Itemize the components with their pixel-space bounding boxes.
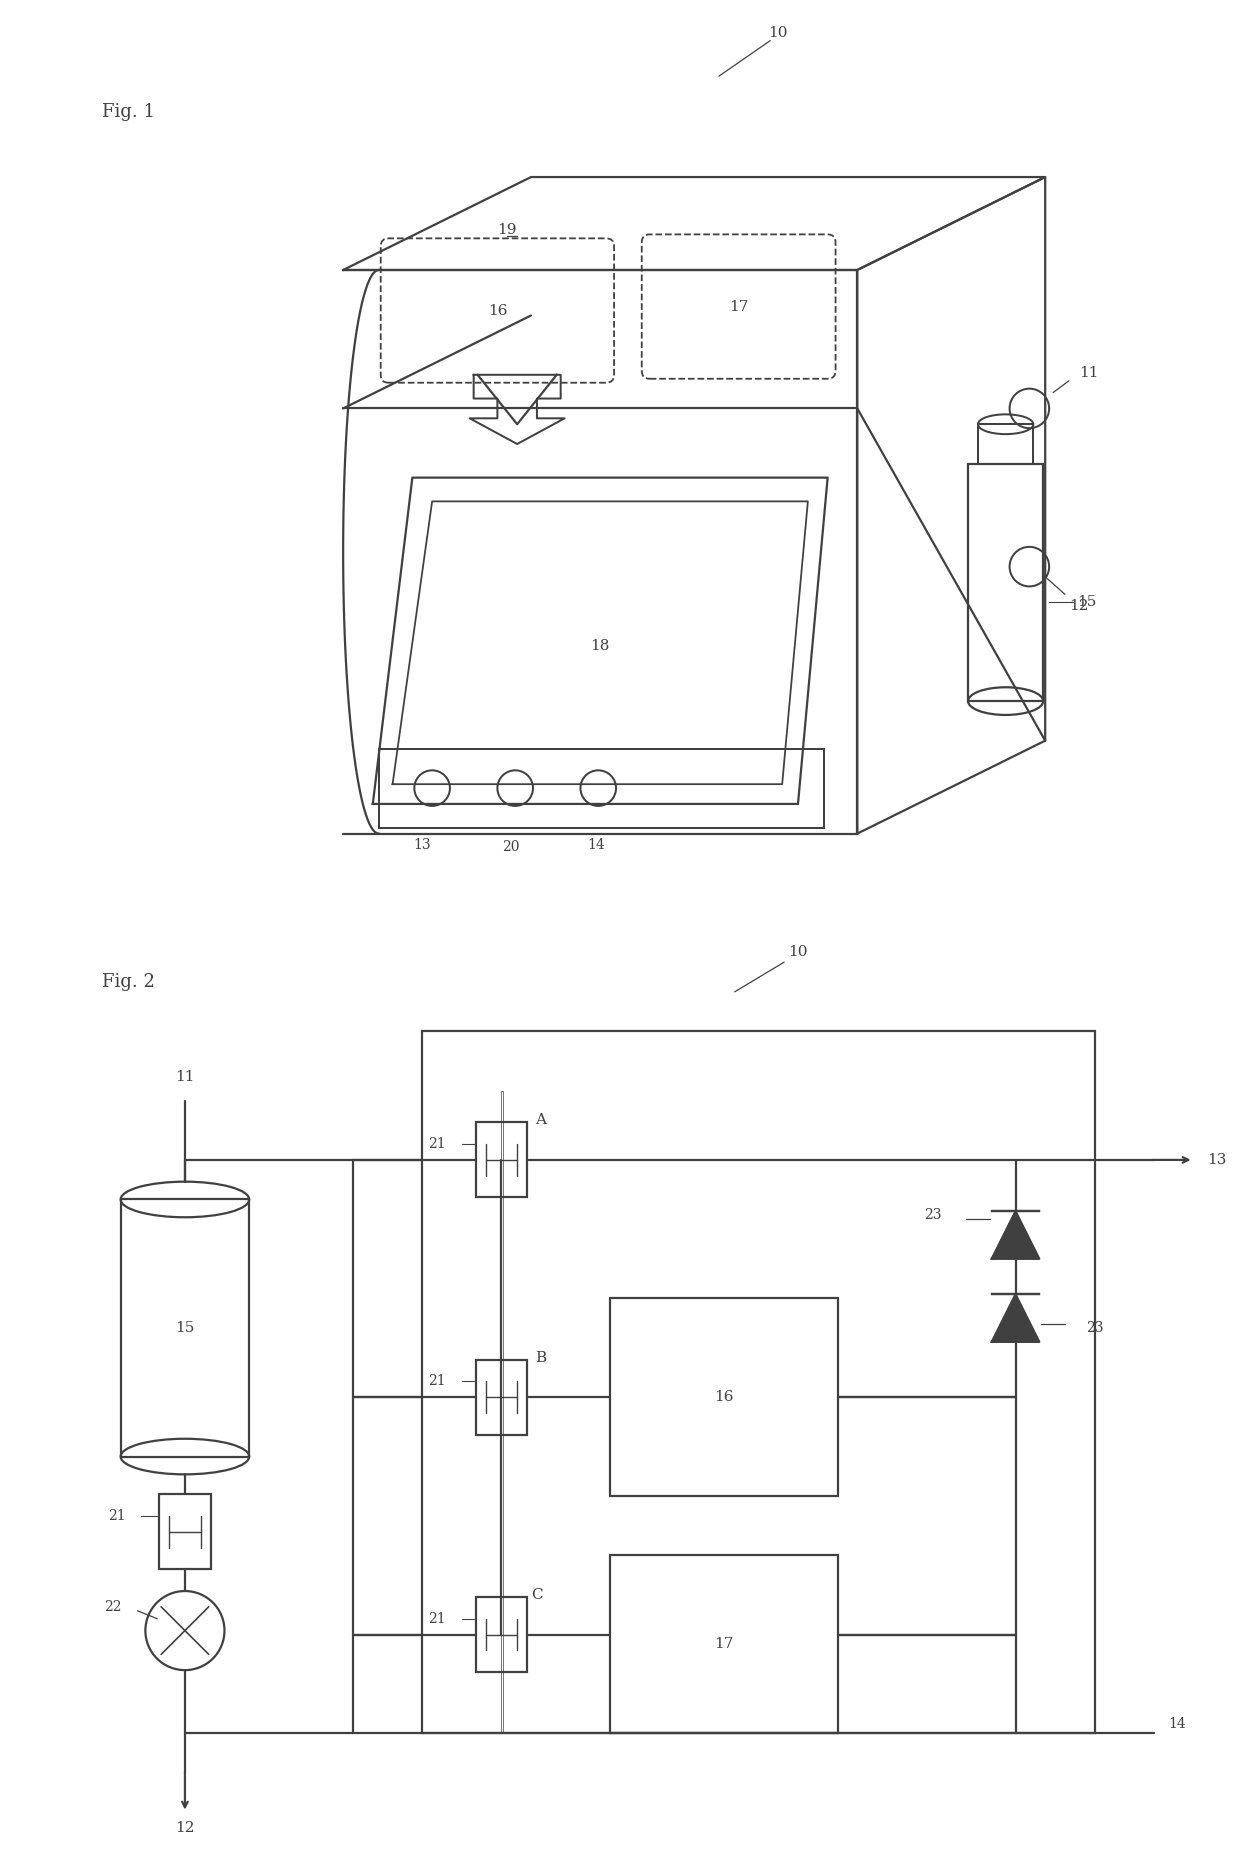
Text: 21: 21 [428, 1611, 446, 1626]
Bar [978, 425, 1033, 464]
Bar [610, 1556, 837, 1733]
Text: 14: 14 [1169, 1716, 1187, 1731]
Bar [120, 1200, 249, 1457]
Text: 19: 19 [497, 224, 517, 237]
Bar [501, 1090, 503, 1733]
Text: 11: 11 [175, 1069, 195, 1084]
Text: 21: 21 [108, 1509, 125, 1522]
Text: 23: 23 [1086, 1321, 1104, 1336]
Text: 18: 18 [590, 639, 610, 652]
Text: 16: 16 [714, 1390, 734, 1405]
Text: 22: 22 [104, 1600, 122, 1613]
Polygon shape [992, 1295, 1039, 1341]
Text: 23: 23 [924, 1209, 941, 1222]
Text: 15: 15 [175, 1321, 195, 1336]
Text: Fig. 1: Fig. 1 [102, 102, 155, 121]
Text: 20: 20 [502, 840, 520, 855]
Text: 10: 10 [769, 26, 787, 39]
Bar [610, 1299, 837, 1496]
Text: 13: 13 [1208, 1153, 1226, 1166]
Text: 16: 16 [487, 304, 507, 317]
Text: 12: 12 [175, 1822, 195, 1835]
Bar [476, 1122, 527, 1198]
Polygon shape [992, 1211, 1039, 1259]
Text: 14: 14 [588, 838, 605, 853]
Text: 15: 15 [1078, 596, 1096, 609]
Bar [968, 464, 1043, 700]
Text: C: C [531, 1587, 543, 1602]
Text: 13: 13 [413, 838, 432, 853]
Text: Fig. 2: Fig. 2 [102, 972, 155, 991]
Text: 11: 11 [1079, 365, 1099, 380]
Text: A: A [536, 1114, 547, 1127]
Bar [476, 1597, 527, 1673]
Text: 17: 17 [714, 1638, 734, 1651]
Text: 21: 21 [428, 1375, 446, 1388]
Text: 21: 21 [428, 1136, 446, 1151]
Text: B: B [536, 1351, 547, 1366]
Text: 17: 17 [729, 300, 749, 313]
Text: 10: 10 [789, 945, 807, 959]
Bar [159, 1494, 211, 1569]
Bar [378, 749, 823, 827]
Bar [423, 1032, 1095, 1733]
Bar [476, 1360, 527, 1435]
Text: 12: 12 [1069, 600, 1089, 613]
